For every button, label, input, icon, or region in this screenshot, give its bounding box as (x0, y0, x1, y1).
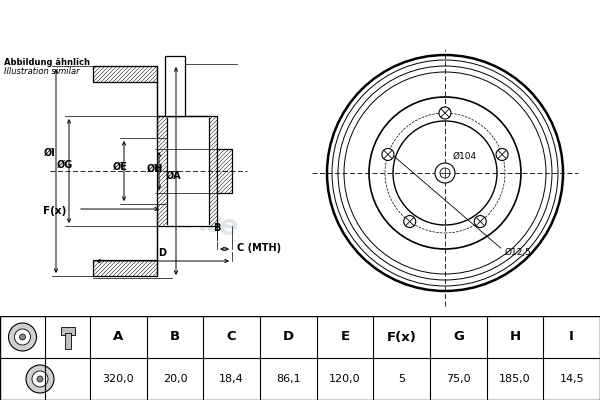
Text: B: B (214, 223, 221, 233)
Text: ØA: ØA (166, 171, 182, 181)
Text: ØG: ØG (57, 160, 73, 170)
Text: 420213: 420213 (386, 15, 473, 35)
Bar (93, 260, 157, 276)
Text: Ate: Ate (425, 100, 497, 145)
Bar (217, 149, 232, 193)
Bar (165, 56, 185, 116)
Text: E: E (340, 330, 350, 344)
Text: I: I (569, 330, 574, 344)
Circle shape (32, 371, 48, 387)
Circle shape (26, 365, 54, 393)
Text: 18,4: 18,4 (219, 374, 244, 384)
Text: 5: 5 (398, 374, 405, 384)
Text: ØI: ØI (44, 148, 56, 158)
Circle shape (404, 216, 416, 228)
Text: 185,0: 185,0 (499, 374, 531, 384)
Circle shape (496, 148, 508, 160)
Text: 320,0: 320,0 (103, 374, 134, 384)
Text: G: G (453, 330, 464, 344)
Text: C: C (227, 330, 236, 344)
Text: Ø12,5: Ø12,5 (505, 248, 532, 257)
Circle shape (8, 323, 37, 351)
Text: D: D (158, 248, 167, 258)
Circle shape (37, 376, 43, 382)
Text: ØH: ØH (147, 164, 163, 174)
Text: F(x): F(x) (387, 330, 416, 344)
Text: C (MTH): C (MTH) (237, 243, 281, 253)
Bar (65, 333, 71, 349)
Text: ØE: ØE (113, 162, 127, 172)
Text: A: A (113, 330, 124, 344)
Circle shape (439, 107, 451, 119)
Circle shape (474, 216, 486, 228)
Text: Ø104: Ø104 (453, 152, 477, 161)
Text: H: H (509, 330, 521, 344)
Bar (167, 118, 209, 224)
Circle shape (14, 329, 31, 345)
Text: 120,0: 120,0 (329, 374, 361, 384)
Bar (157, 116, 217, 226)
Text: D: D (283, 330, 294, 344)
Circle shape (327, 55, 563, 291)
Text: Abbildung ähnlich: Abbildung ähnlich (4, 58, 90, 67)
Circle shape (382, 148, 394, 160)
Circle shape (435, 163, 455, 183)
Circle shape (19, 334, 25, 340)
Text: 14,5: 14,5 (559, 374, 584, 384)
Bar (93, 66, 157, 82)
Text: 20,0: 20,0 (163, 374, 187, 384)
Text: Ate: Ate (185, 205, 241, 242)
Bar (61, 327, 74, 335)
Text: B: B (170, 330, 180, 344)
Text: F(x): F(x) (43, 206, 67, 216)
Text: Illustration similar: Illustration similar (4, 67, 80, 76)
Text: 75,0: 75,0 (446, 374, 470, 384)
Text: 86,1: 86,1 (276, 374, 301, 384)
Text: 24.0120-0213.1: 24.0120-0213.1 (138, 15, 322, 35)
